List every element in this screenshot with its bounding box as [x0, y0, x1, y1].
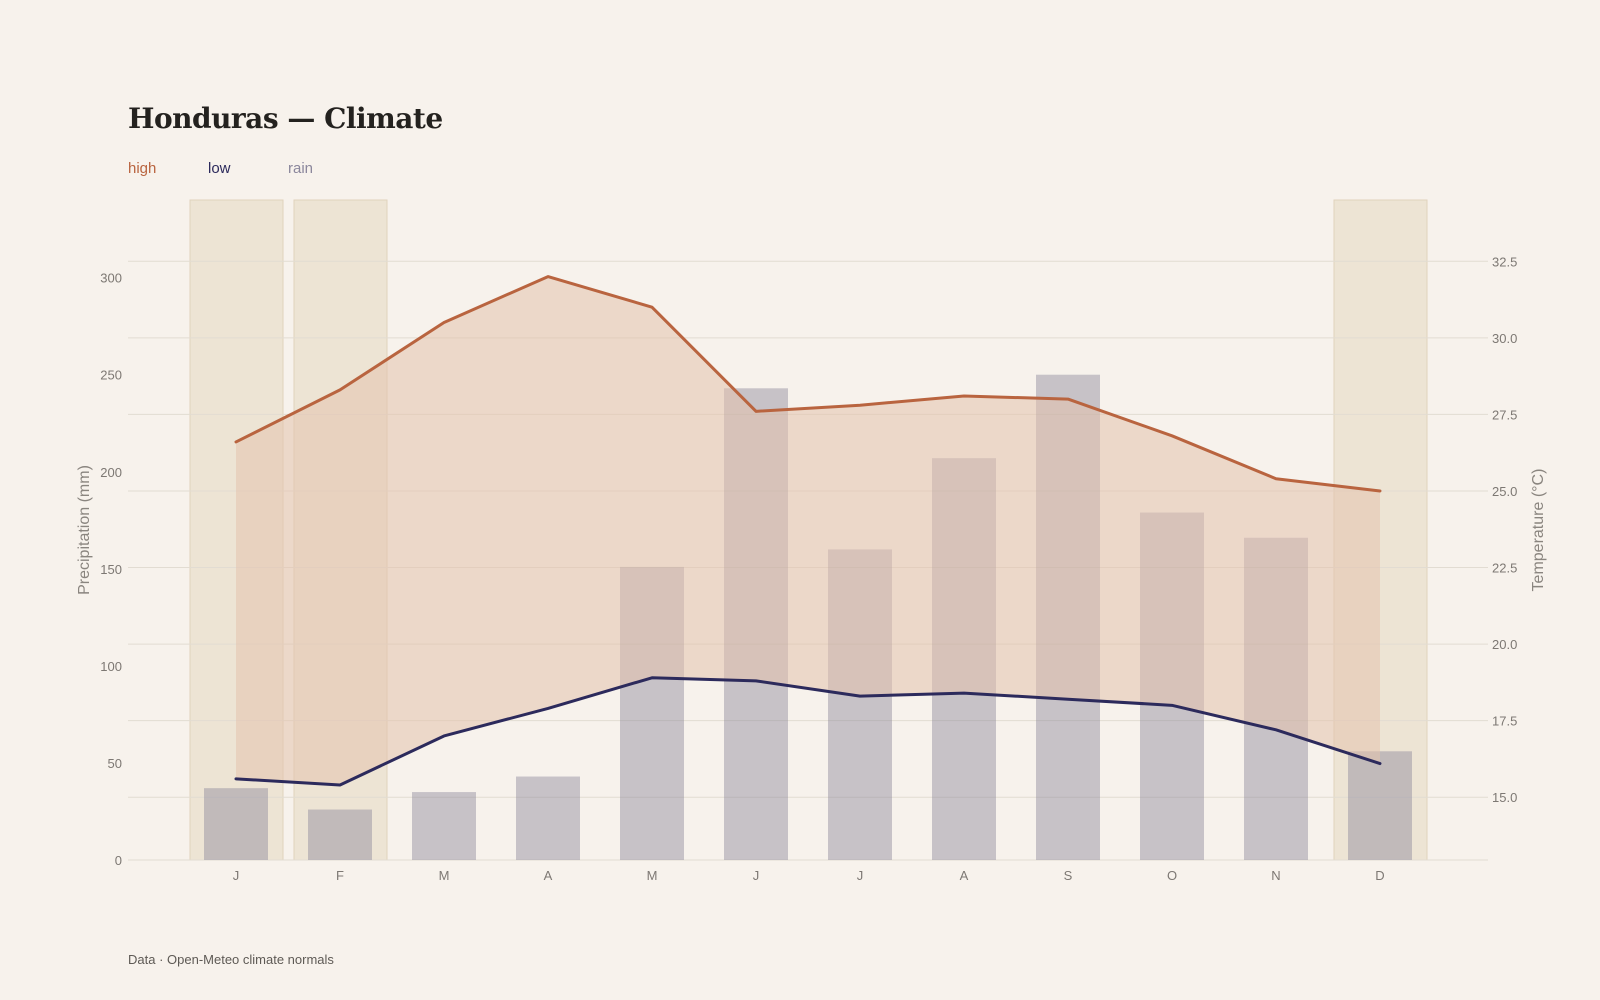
month-label: J [857, 868, 864, 883]
high-temperature-line [234, 275, 1382, 493]
month-label: S [1064, 868, 1073, 883]
left-tick-label: 0 [115, 853, 122, 868]
month-label: J [233, 868, 240, 883]
month-label: O [1167, 868, 1177, 883]
rain-bar [1348, 751, 1412, 860]
legend-low: low [208, 160, 231, 177]
right-tick-label: 22.5 [1492, 561, 1517, 576]
legend-rain: rain [288, 160, 314, 177]
right-tick-label: 27.5 [1492, 407, 1517, 422]
month-label: N [1271, 868, 1280, 883]
left-tick-label: 150 [100, 562, 122, 577]
right-tick-label: 32.5 [1492, 254, 1517, 269]
low-temperature-line [234, 676, 1382, 787]
rain-bar [516, 776, 580, 860]
legend-high: high [128, 160, 157, 177]
right-axis-title: Temperature (°C) [1530, 469, 1547, 592]
chart-title: Honduras — Climate [128, 102, 443, 135]
month-label: D [1375, 868, 1384, 883]
temperature-range-band [236, 276, 1380, 785]
rain-bar [308, 809, 372, 860]
left-axis-title: Precipitation (mm) [76, 465, 93, 595]
left-tick-label: 300 [100, 271, 122, 286]
rain-bar [204, 788, 268, 860]
month-label: M [439, 868, 450, 883]
month-label: M [647, 868, 658, 883]
left-tick-label: 100 [100, 659, 122, 674]
left-tick-label: 250 [100, 368, 122, 383]
left-tick-label: 200 [100, 465, 122, 480]
right-tick-label: 25.0 [1492, 484, 1517, 499]
right-tick-label: 15.0 [1492, 790, 1517, 805]
data-source-note: Data · Open-Meteo climate normals [128, 952, 334, 967]
right-tick-label: 17.5 [1492, 714, 1517, 729]
right-tick-label: 30.0 [1492, 331, 1517, 346]
month-label: J [753, 868, 760, 883]
chart-legend: high low rain [128, 160, 368, 177]
month-label: A [960, 868, 969, 883]
month-label: F [336, 868, 344, 883]
left-tick-label: 50 [108, 756, 122, 771]
month-label: A [544, 868, 553, 883]
right-tick-label: 20.0 [1492, 637, 1517, 652]
rain-bar [412, 792, 476, 860]
